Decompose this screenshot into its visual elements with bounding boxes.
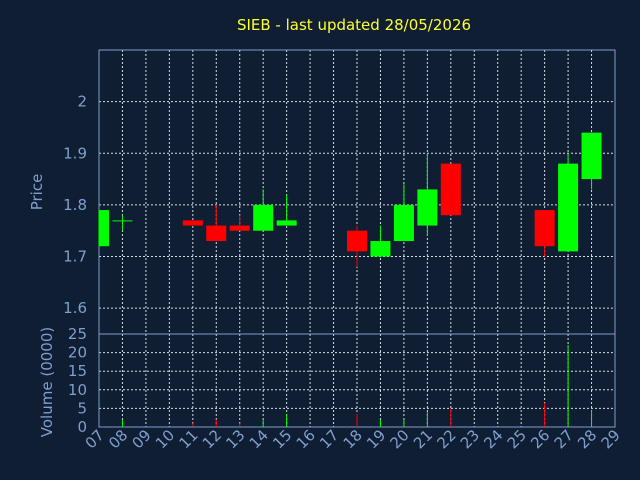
- candle-body: [206, 225, 227, 242]
- candle-body: [276, 220, 297, 226]
- volume-tick-label: 15: [68, 362, 87, 380]
- volume-tick-label: 5: [77, 399, 87, 417]
- price-tick-label: 1.8: [63, 196, 87, 214]
- volume-bars: [121, 345, 593, 427]
- price-tick-label: 1.7: [63, 248, 87, 266]
- price-axis-label: Price: [28, 174, 46, 211]
- candle-body: [440, 163, 461, 216]
- volume-tick-label: 10: [68, 381, 87, 399]
- candlesticks: [98, 132, 602, 267]
- candle-body: [182, 220, 203, 226]
- volume-tick-label: 0: [77, 418, 87, 436]
- candle-body: [99, 210, 109, 247]
- price-tick-label: 1.9: [63, 144, 87, 162]
- price-y-ticks: 1.6 1.7 1.8 1.9 2: [63, 93, 87, 318]
- candle-body: [253, 204, 274, 231]
- candle-body: [370, 241, 391, 257]
- candle-body: [229, 225, 250, 231]
- x-axis-label: Day: [333, 458, 363, 476]
- candle-body: [393, 204, 414, 242]
- price-tick-label: 1.6: [63, 299, 87, 317]
- candle-body: [417, 189, 438, 226]
- candle-body: [558, 163, 579, 252]
- candle-body: [112, 220, 133, 222]
- candle-body: [347, 230, 367, 252]
- volume-tick-label: 25: [68, 325, 87, 343]
- candle-body: [581, 132, 602, 180]
- price-tick-label: 2: [77, 93, 87, 111]
- volume-tick-label: 20: [68, 344, 87, 362]
- chart-title: SIEB - last updated 28/05/2026: [237, 16, 471, 34]
- volume-axis-label: Volume (0000): [38, 327, 56, 437]
- x-ticks: 0708091011121314151617181920212223242526…: [82, 426, 624, 452]
- candle-body: [534, 210, 555, 247]
